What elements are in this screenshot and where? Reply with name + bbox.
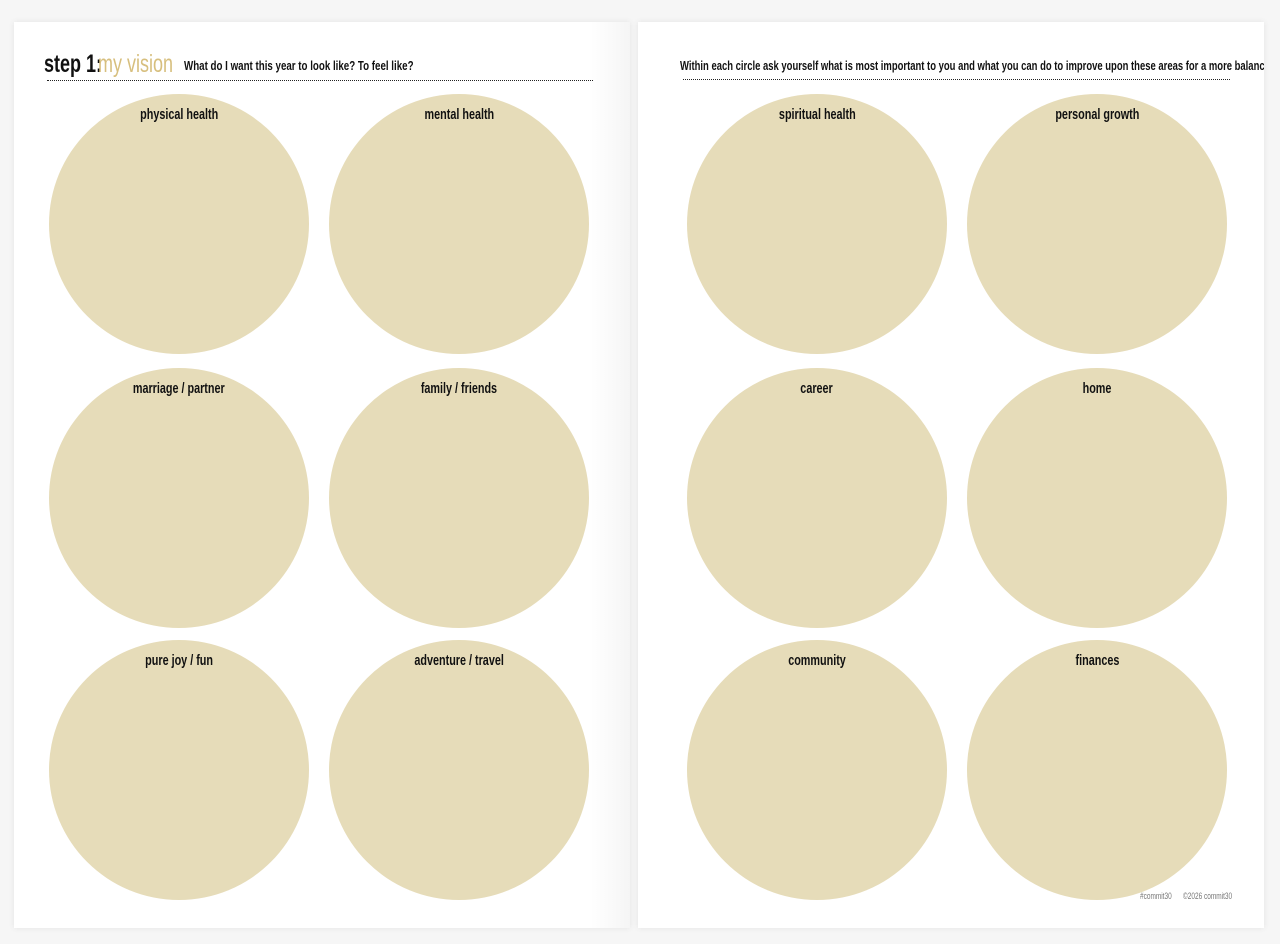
circle-label: marriage / partner — [133, 380, 225, 397]
circle-label: spiritual health — [778, 106, 856, 123]
circle-label: career — [800, 380, 834, 397]
circle-physical-health[interactable]: physical health — [49, 94, 309, 354]
circle-home[interactable]: home — [967, 368, 1227, 628]
left-subtitle: What do I want this year to look like? T… — [184, 59, 414, 73]
dotted-rule — [683, 79, 1230, 80]
circle-spiritual-health[interactable]: spiritual health — [687, 94, 947, 354]
circle-community[interactable]: community — [687, 640, 947, 900]
circle-mental-health[interactable]: mental health — [329, 94, 589, 354]
left-page: step 1: my vision What do I want this ye… — [14, 22, 630, 928]
circle-adventure-travel[interactable]: adventure / travel — [329, 640, 589, 900]
circle-label: family / friends — [420, 380, 498, 397]
circle-personal-growth[interactable]: personal growth — [967, 94, 1227, 354]
circle-career[interactable]: career — [687, 368, 947, 628]
circle-label: physical health — [139, 106, 219, 123]
right-page: Within each circle ask yourself what is … — [638, 22, 1264, 928]
right-subtitle: Within each circle ask yourself what is … — [680, 59, 1264, 73]
circle-label: personal growth — [1054, 106, 1140, 123]
circle-label: mental health — [424, 106, 494, 123]
circle-label: finances — [1075, 652, 1119, 669]
circle-label: home — [1082, 380, 1112, 397]
circle-label: pure joy / fun — [145, 652, 213, 669]
circle-marriage-partner[interactable]: marriage / partner — [49, 368, 309, 628]
circle-family-friends[interactable]: family / friends — [329, 368, 589, 628]
circle-label: community — [788, 652, 846, 669]
footer-hashtag: #commit30 — [1140, 891, 1172, 901]
title-step: step 1: — [44, 50, 103, 78]
dotted-rule — [47, 80, 593, 81]
circle-label: adventure / travel — [414, 652, 504, 669]
circle-finances[interactable]: finances — [967, 640, 1227, 900]
footer-copyright: ©2026 commit30 — [1183, 891, 1233, 901]
title-accent: my vision — [98, 50, 174, 78]
circle-pure-joy-fun[interactable]: pure joy / fun — [49, 640, 309, 900]
